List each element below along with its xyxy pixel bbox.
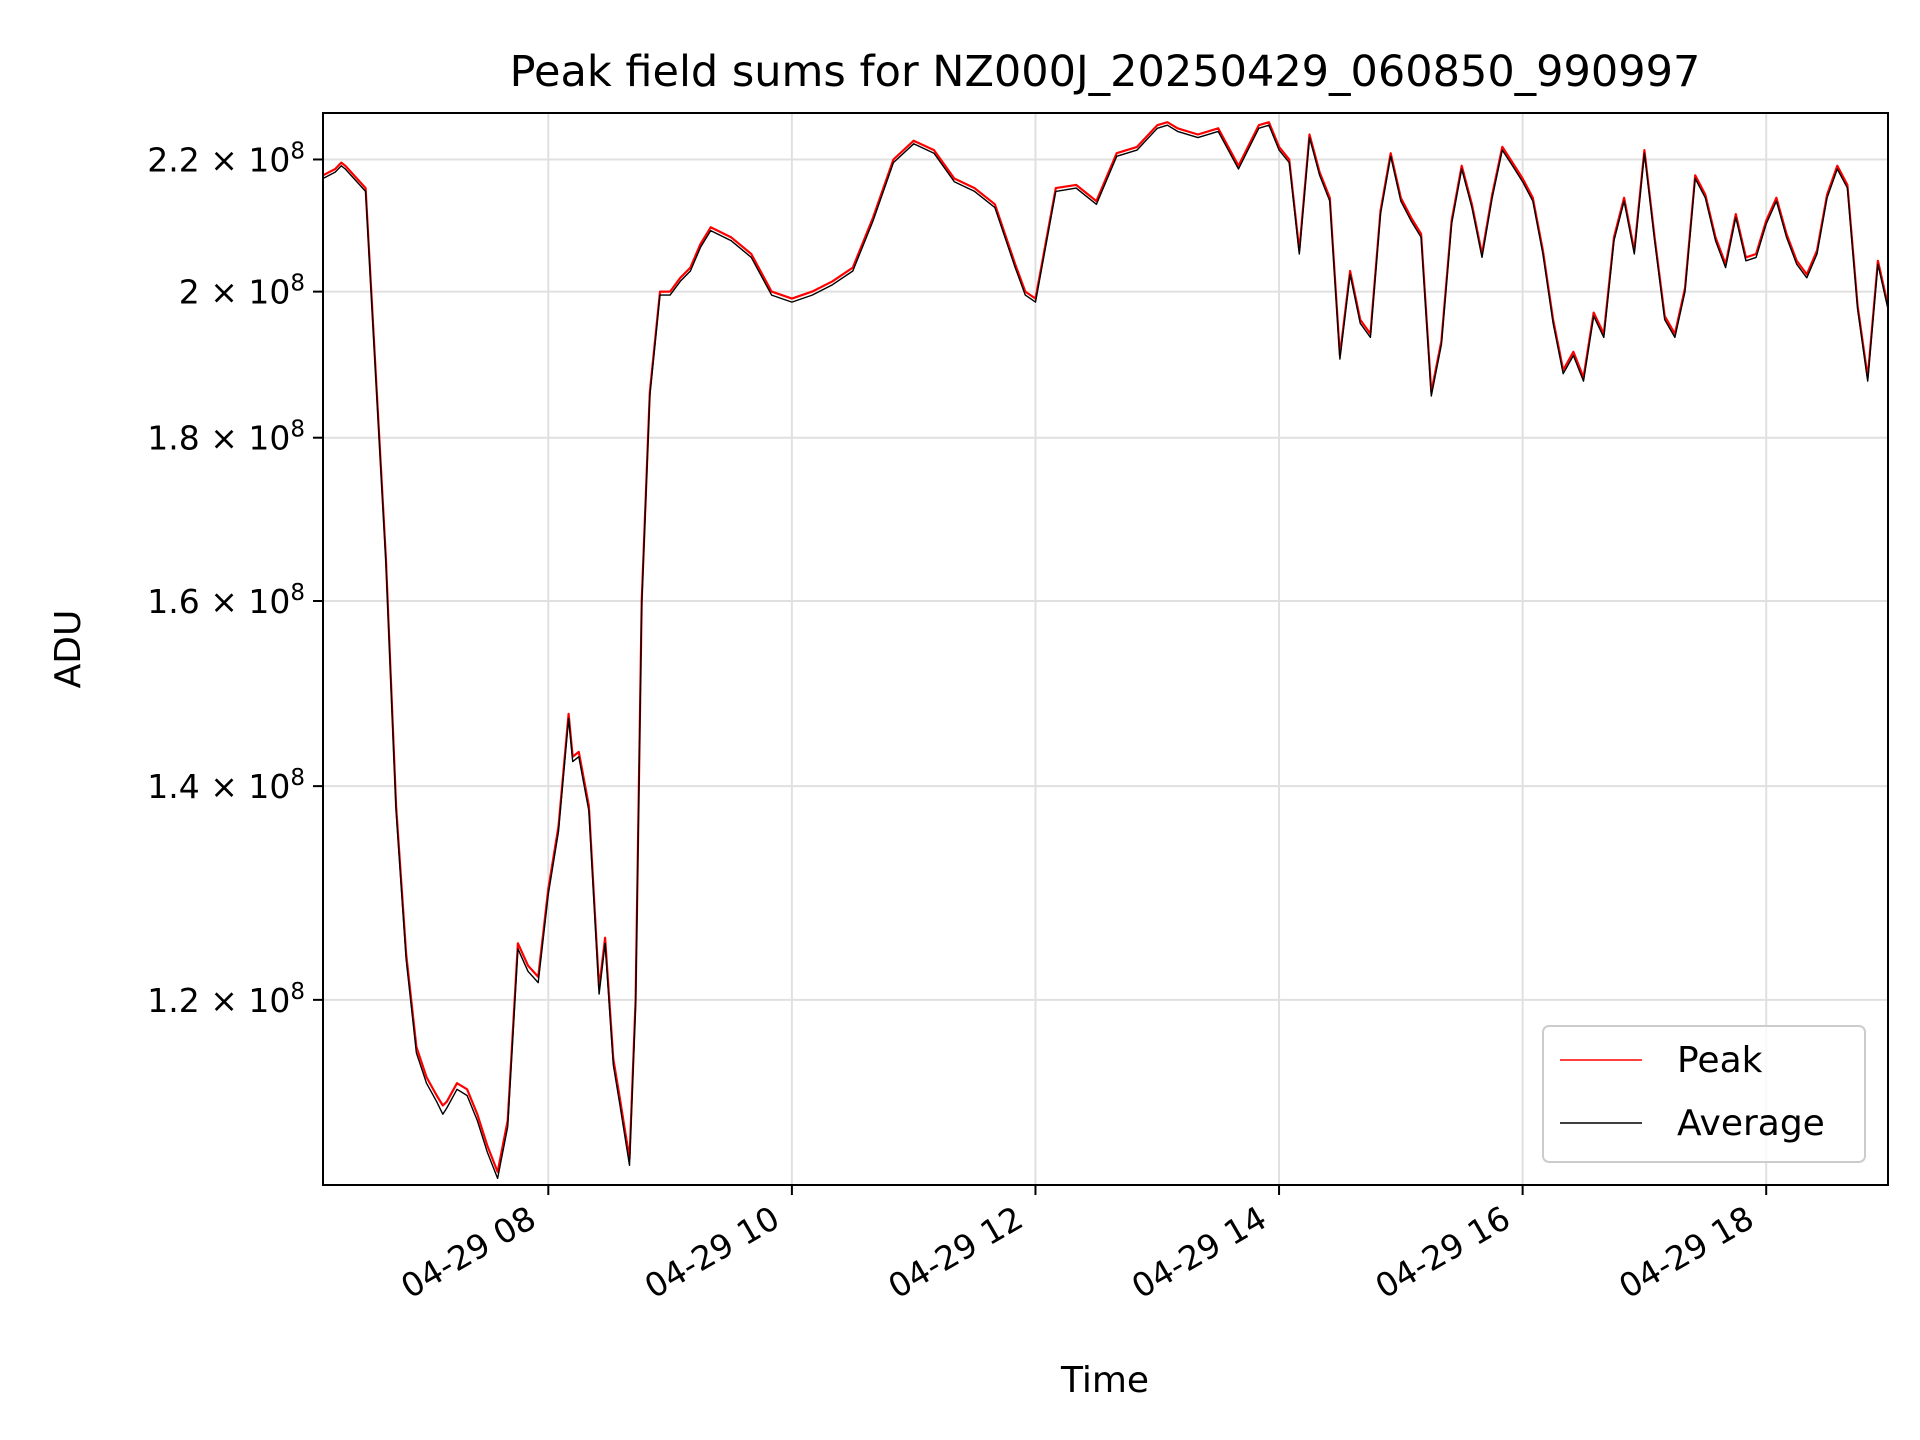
y-tick-label: 2.2 × 108 — [147, 138, 305, 179]
legend-peak-label: Peak — [1677, 1040, 1763, 1081]
y-axis: 1.2 × 108 1.4 × 108 1.6 × 108 1.8 × 108 2 × … — [147, 138, 323, 1020]
series-line-average — [322, 124, 1889, 1180]
legend: Peak Average — [1542, 1025, 1866, 1163]
x-axis-title: Time — [1060, 1360, 1149, 1401]
y-tick-label: 1.6 × 108 — [147, 580, 305, 621]
y-axis-title: ADU — [48, 610, 89, 689]
y-tick-label: 1.4 × 108 — [147, 765, 305, 806]
y-tick-label: 1.2 × 108 — [147, 979, 305, 1020]
series-lines — [322, 121, 1890, 1180]
plot-frame — [322, 112, 1889, 1186]
y-tick-label: 2 × 108 — [179, 271, 305, 312]
y-tick-label: 1.8 × 108 — [147, 417, 305, 458]
grid — [323, 113, 1888, 1185]
legend-average-label: Average — [1677, 1103, 1825, 1144]
chart-title: Peak field sums for NZ000J_20250429_0608… — [510, 47, 1701, 97]
